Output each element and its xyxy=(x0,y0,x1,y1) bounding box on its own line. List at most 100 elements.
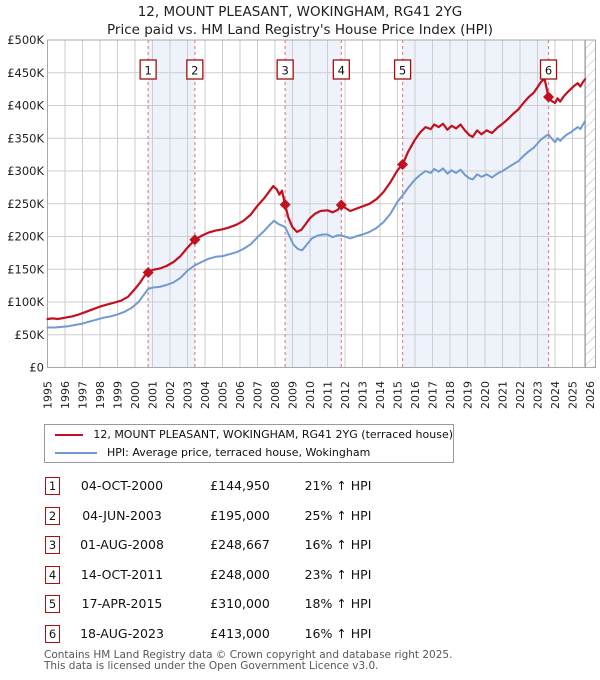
x-axis-label: 2010 xyxy=(304,381,317,409)
x-axis-label: 2022 xyxy=(514,381,527,409)
sale-number-label: 6 xyxy=(545,64,552,78)
sale-number-box: 4 xyxy=(45,565,60,584)
legend-label-price-paid: 12, MOUNT PLEASANT, WOKINGHAM, RG41 2YG … xyxy=(93,428,453,441)
y-axis-label: £0 xyxy=(29,361,44,375)
sale-number-box xyxy=(139,59,157,80)
x-axis-label: 2013 xyxy=(357,381,370,409)
sale-marker-diamond xyxy=(279,199,291,211)
x-axis-label: 2006 xyxy=(234,381,247,409)
sale-number-box xyxy=(276,59,294,80)
sale-hpi-diff: 16% ↑ HPI xyxy=(304,626,372,641)
y-axis-label: £400K xyxy=(7,99,44,113)
sale-row-1: 1 04-OCT-2000 £144,950 21% ↑ HPI xyxy=(0,477,600,497)
sale-row-4: 4 14-OCT-2011 £248,000 23% ↑ HPI xyxy=(0,565,600,586)
sale-number-box: 6 xyxy=(45,625,60,643)
x-axis-label: 2020 xyxy=(479,381,492,409)
price-paid-line-swatch xyxy=(55,433,84,436)
x-axis-label: 2024 xyxy=(549,381,562,409)
y-axis-label: £100K xyxy=(7,295,44,309)
x-axis-label: 2004 xyxy=(199,381,212,409)
x-axis-label: 2026 xyxy=(584,381,597,409)
x-axis-label: 1998 xyxy=(94,381,107,409)
sale-hpi-diff: 25% ↑ HPI xyxy=(304,507,372,523)
sale-number-box: 3 xyxy=(45,536,60,555)
sale-price: £144,950 xyxy=(210,478,270,493)
page-subtitle: Price paid vs. HM Land Registry's House … xyxy=(107,22,493,38)
x-axis-label: 2005 xyxy=(217,381,230,409)
x-axis-label: 2018 xyxy=(444,381,457,409)
x-axis-label: 2011 xyxy=(322,381,335,409)
x-axis-label: 1999 xyxy=(112,381,125,409)
sale-marker-diamond xyxy=(189,234,201,246)
sale-row-3: 3 01-AUG-2008 £248,667 16% ↑ HPI xyxy=(0,536,600,556)
x-axis-label: 2003 xyxy=(182,381,195,409)
copyright-line: Contains HM Land Registry data © Crown c… xyxy=(44,649,453,661)
sale-price: £248,667 xyxy=(210,537,270,553)
sale-hpi-diff: 23% ↑ HPI xyxy=(304,566,372,582)
sale-hpi-diff: 16% ↑ HPI xyxy=(304,537,372,553)
x-axis-label: 2017 xyxy=(427,381,440,409)
x-axis-label: 2025 xyxy=(567,381,580,409)
sale-number-label: 2 xyxy=(191,64,198,78)
sale-number-box: 1 xyxy=(45,477,60,495)
x-axis-label: 2001 xyxy=(147,381,160,409)
future-hatch-region xyxy=(585,40,596,368)
sale-date: 01-AUG-2008 xyxy=(80,537,164,553)
sale-date: 04-JUN-2003 xyxy=(82,507,162,523)
sale-number-box xyxy=(186,59,204,80)
x-axis-label: 2009 xyxy=(287,381,300,409)
x-axis-label: 2021 xyxy=(497,381,510,409)
sale-date: 04-OCT-2000 xyxy=(80,478,164,493)
y-axis-label: £250K xyxy=(7,197,44,211)
sale-price: £413,000 xyxy=(210,626,270,641)
x-axis-label: 2016 xyxy=(409,381,422,409)
x-axis-label: 2002 xyxy=(164,381,177,409)
sale-hpi-diff: 18% ↑ HPI xyxy=(304,596,372,612)
sale-number-box xyxy=(393,59,412,80)
sale-number-box: 5 xyxy=(45,595,60,614)
licence-line: This data is licensed under the Open Gov… xyxy=(44,660,379,672)
sale-row-2: 2 04-JUN-2003 £195,000 25% ↑ HPI xyxy=(0,506,600,527)
x-axis-label: 2023 xyxy=(532,381,545,409)
sale-date: 18-AUG-2023 xyxy=(80,626,164,641)
sale-number-label: 3 xyxy=(281,64,288,78)
sale-marker-diamond xyxy=(142,267,154,279)
x-axis-label: 1997 xyxy=(77,381,90,409)
chart-legend: 12, MOUNT PLEASANT, WOKINGHAM, RG41 2YG … xyxy=(44,424,454,463)
sale-price: £248,000 xyxy=(210,566,270,582)
hpi-line-swatch xyxy=(55,451,97,454)
price-history-chart: 1 2 3 4 5 6 £0 £50K £100K £150K £200K £250K £300K £35… xyxy=(7,33,597,409)
sale-hpi-diff: 21% ↑ HPI xyxy=(304,478,372,493)
legend-row-price-paid: 12, MOUNT PLEASANT, WOKINGHAM, RG41 2YG … xyxy=(45,427,453,442)
y-axis-label: £500K xyxy=(7,33,44,47)
x-axis-label: 1996 xyxy=(59,381,72,409)
sale-marker-diamond xyxy=(543,91,555,103)
x-axis-label: 2012 xyxy=(339,381,352,409)
sale-price: £310,000 xyxy=(210,596,270,612)
legend-row-hpi: HPI: Average price, terraced house, Woki… xyxy=(45,445,453,460)
x-axis-label: 2000 xyxy=(129,381,142,409)
sale-row-5: 5 17-APR-2015 £310,000 18% ↑ HPI xyxy=(0,595,600,615)
page-title: 12, MOUNT PLEASANT, WOKINGHAM, RG41 2YG xyxy=(137,4,463,20)
y-axis-label: £150K xyxy=(7,262,44,276)
sale-number-label: 1 xyxy=(144,64,151,78)
sale-number-box: 2 xyxy=(45,506,60,525)
plot-border xyxy=(47,39,596,368)
x-axis-label: 2008 xyxy=(269,381,282,409)
sale-number-label: 5 xyxy=(399,64,406,78)
hpi-line xyxy=(46,120,587,329)
sale-number-label: 4 xyxy=(338,64,345,78)
sale-number-box xyxy=(332,59,350,80)
x-axis-label: 2014 xyxy=(374,381,387,409)
x-axis-label: 2019 xyxy=(462,381,475,409)
x-axis-label: 2007 xyxy=(252,381,265,409)
sale-row-6: 6 18-AUG-2023 £413,000 16% ↑ HPI xyxy=(0,625,600,645)
sale-marker-diamond xyxy=(397,158,409,170)
sale-marker-diamond xyxy=(335,199,347,211)
y-axis-label: £50K xyxy=(15,328,45,342)
price-paid-line xyxy=(46,77,587,321)
x-axis-label: 1995 xyxy=(42,381,55,409)
y-axis-label: £300K xyxy=(7,164,44,178)
x-axis-label: 2015 xyxy=(392,381,405,409)
